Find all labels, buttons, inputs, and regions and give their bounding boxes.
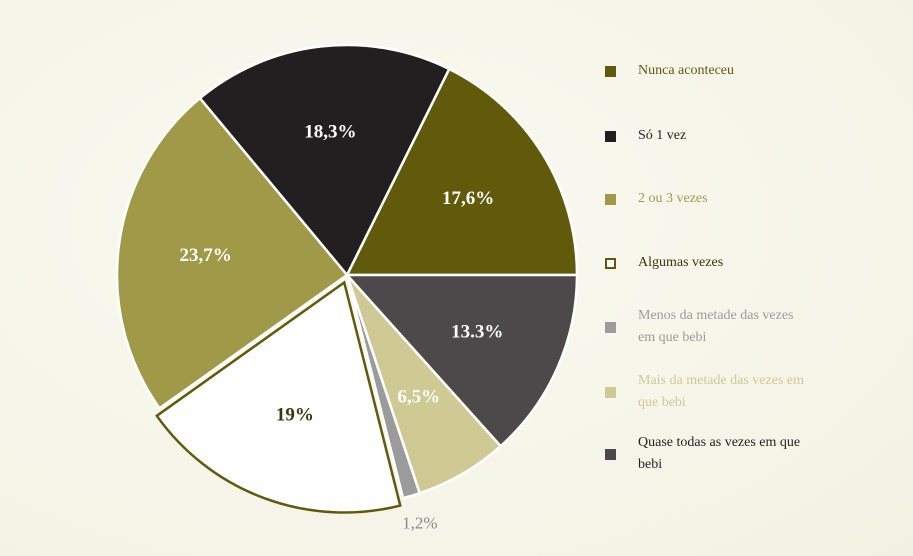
- legend-label: Menos da metade das vezes em que bebi: [638, 308, 794, 345]
- legend-label: Nunca aconteceu: [638, 63, 734, 78]
- legend-swatch: [605, 193, 616, 205]
- legend-item: Só 1 vez: [605, 125, 815, 147]
- legend-item: Algumas vezes: [605, 252, 815, 274]
- pie-slice: [198, 43, 451, 278]
- legend-swatch: [605, 321, 616, 333]
- legend-label: Algumas vezes: [638, 255, 724, 270]
- legend-item: Nunca aconteceu: [605, 60, 815, 82]
- pie-slice: [155, 280, 402, 514]
- data-label: 23,7%: [179, 245, 231, 266]
- pie-slice: [344, 273, 579, 448]
- legend-item: Mais da metade das vezes em que bebi: [605, 370, 815, 414]
- legend-label: Mais da metade das vezes em que bebi: [638, 373, 804, 410]
- data-label: 18,3%: [304, 122, 356, 143]
- legend-swatch: [605, 257, 616, 269]
- data-label: 6,5%: [397, 387, 440, 408]
- legend-swatch: [605, 386, 616, 398]
- legend-item: 2 ou 3 vezes: [605, 188, 815, 210]
- pie-slice: [344, 67, 579, 277]
- data-label: 1,2%: [402, 513, 437, 532]
- legend-label: 2 ou 3 vezes: [638, 191, 708, 206]
- legend-label: Só 1 vez: [638, 128, 687, 143]
- legend-item: Menos da metade das vezes em que bebi: [605, 305, 815, 349]
- legend-label: Quase todas as vezes em que bebi: [638, 435, 801, 472]
- data-label: 17,6%: [442, 188, 494, 209]
- data-label: 19%: [276, 405, 314, 426]
- legend-swatch: [605, 448, 616, 460]
- legend-swatch: [605, 65, 616, 77]
- pie-slice: [115, 96, 349, 411]
- data-label: 13.3%: [451, 321, 503, 342]
- legend-swatch: [605, 130, 616, 142]
- legend-item: Quase todas as vezes em que bebi: [605, 432, 815, 476]
